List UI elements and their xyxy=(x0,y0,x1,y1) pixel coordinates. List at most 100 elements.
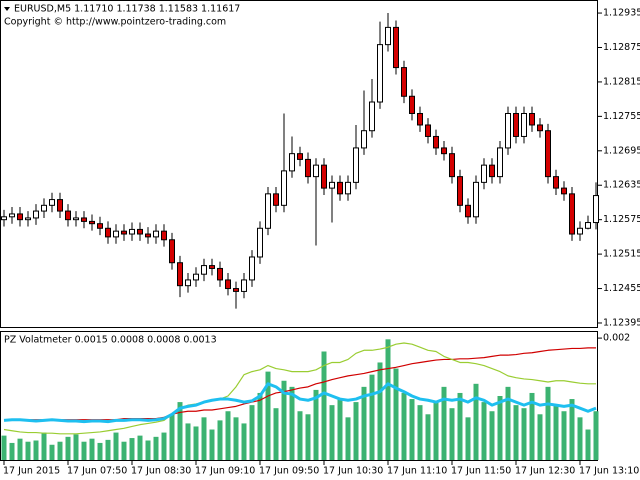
candle-body xyxy=(425,124,431,137)
y-tick-label: 1.12455 xyxy=(603,283,640,294)
candle-body xyxy=(289,153,295,172)
histogram-bar xyxy=(425,414,431,460)
candle-body xyxy=(377,44,383,103)
histogram-bar xyxy=(265,371,271,460)
x-tick-label: 17 Jun 11:10 xyxy=(387,466,447,477)
y-tick-label: 1.12695 xyxy=(603,145,640,156)
menu-arrow[interactable] xyxy=(4,7,10,11)
histogram-bar xyxy=(33,440,39,460)
histogram-bar xyxy=(393,368,399,460)
candle-body xyxy=(345,181,351,195)
histogram-bar xyxy=(409,399,415,460)
candle-body xyxy=(41,204,47,212)
candle-body xyxy=(105,227,111,238)
candle-body xyxy=(577,227,583,235)
x-tick-label: 17 Jun 09:10 xyxy=(195,466,255,477)
candle-body xyxy=(17,213,23,221)
candle-body xyxy=(145,233,151,238)
y-tick-label: 1.12815 xyxy=(603,76,640,87)
histogram-bar xyxy=(369,374,375,460)
histogram-bar xyxy=(561,411,567,460)
histogram-bar xyxy=(137,435,143,460)
candle-body xyxy=(321,164,327,189)
histogram-bar xyxy=(441,386,447,460)
candle-body xyxy=(1,216,7,221)
histogram-bar xyxy=(193,426,199,460)
histogram-bar xyxy=(321,351,327,460)
histogram-bar xyxy=(537,414,543,460)
histogram-bar xyxy=(281,380,287,460)
histogram-bar xyxy=(113,432,119,460)
candle-body xyxy=(529,112,535,126)
candle-body xyxy=(257,227,263,258)
candle-body xyxy=(337,181,343,195)
histogram-bar xyxy=(89,438,95,460)
histogram-bar xyxy=(417,405,423,460)
candle-body xyxy=(273,193,279,206)
candle-body xyxy=(329,181,335,189)
histogram-bar xyxy=(49,444,55,460)
candle-body xyxy=(585,222,591,229)
histogram-bar xyxy=(433,402,439,460)
x-tick-label: 17 Jun 2015 xyxy=(3,466,60,477)
candle-body xyxy=(497,147,503,178)
candle-body xyxy=(569,193,575,235)
indicator-title: PZ Volatmeter 0.0015 0.0008 0.0008 0.001… xyxy=(4,335,217,346)
candle-body xyxy=(49,199,55,206)
histogram-bar xyxy=(81,441,87,460)
histogram-bar xyxy=(593,411,599,460)
histogram-bar xyxy=(401,392,407,460)
histogram-bar xyxy=(257,392,263,460)
histogram-bar xyxy=(481,402,487,460)
candle-body xyxy=(89,220,95,225)
candle-body xyxy=(353,147,359,183)
histogram-bar xyxy=(153,436,159,460)
candle-body xyxy=(217,267,223,281)
histogram-bar xyxy=(185,423,191,460)
histogram-bar xyxy=(97,442,103,460)
candle-body xyxy=(97,223,103,229)
y-tick-label: 1.12575 xyxy=(603,214,640,225)
histogram-bar xyxy=(337,399,343,460)
histogram-bar xyxy=(545,386,551,460)
x-tick-label: 17 Jun 13:10 xyxy=(579,466,639,477)
histogram-bar xyxy=(273,408,279,460)
candle-body xyxy=(369,101,375,132)
histogram-bar xyxy=(105,439,111,460)
candle-body xyxy=(481,164,487,183)
histogram-bar xyxy=(217,420,223,460)
histogram-bar xyxy=(521,408,527,460)
candle-body xyxy=(305,158,311,178)
histogram-bar xyxy=(1,435,7,460)
histogram-bar xyxy=(9,442,15,460)
chart-subtitle: Copyright © http://www.pointzero-trading… xyxy=(4,17,226,28)
histogram-bar xyxy=(129,438,135,460)
histogram-bar xyxy=(241,423,247,460)
histogram-bar xyxy=(585,429,591,460)
candle-body xyxy=(177,262,183,287)
candle-body xyxy=(153,230,159,238)
indicator-line xyxy=(3,342,596,435)
histogram-bar xyxy=(449,408,455,460)
indicator-panel xyxy=(0,331,598,461)
histogram-bar xyxy=(329,405,335,460)
histogram-bar xyxy=(553,405,559,460)
y-tick-label: 1.12875 xyxy=(603,42,640,53)
histogram-bar xyxy=(145,440,151,460)
histogram-bar xyxy=(233,417,239,460)
histogram-bar xyxy=(497,396,503,460)
candle-body xyxy=(513,112,519,137)
candle-body xyxy=(521,112,527,137)
histogram-bar xyxy=(385,339,391,460)
candle-body xyxy=(361,130,367,149)
histogram-bar xyxy=(201,417,207,460)
y-tick-label: 0.002 xyxy=(603,333,630,344)
y-tick-label: 1.12515 xyxy=(603,249,640,260)
candle-body xyxy=(25,217,31,221)
candle-body xyxy=(433,135,439,149)
histogram-bar xyxy=(353,402,359,460)
candle-body xyxy=(417,112,423,126)
y-tick-label: 1.12395 xyxy=(603,317,640,328)
candle-body xyxy=(265,193,271,229)
